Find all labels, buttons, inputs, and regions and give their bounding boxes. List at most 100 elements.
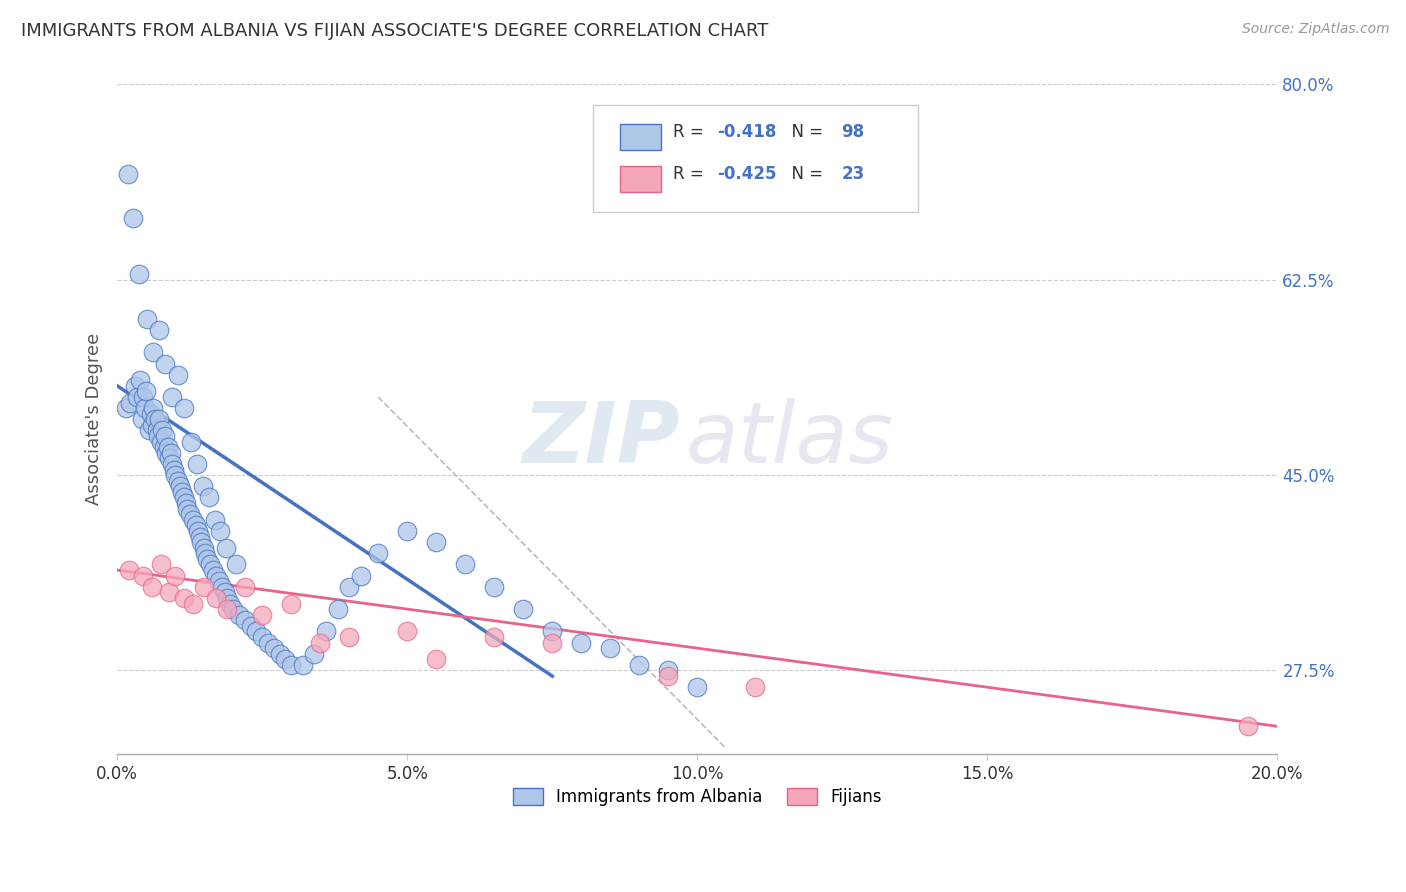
Point: [217, 602, 239, 616]
Point: [163, 462, 186, 476]
Point: [257, 635, 280, 649]
Point: [135, 384, 157, 399]
Point: [396, 624, 419, 639]
Point: [184, 518, 207, 533]
Text: N =: N =: [780, 123, 828, 141]
Point: [152, 440, 174, 454]
Point: [195, 552, 218, 566]
Point: [193, 541, 215, 555]
Point: [744, 680, 766, 694]
Point: [145, 424, 167, 438]
Point: [484, 630, 506, 644]
Text: ZIP: ZIP: [522, 398, 681, 481]
Text: -0.425: -0.425: [717, 165, 776, 183]
Point: [153, 429, 176, 443]
Point: [657, 664, 679, 678]
Point: [209, 524, 232, 538]
Point: [127, 390, 149, 404]
Point: [315, 624, 337, 639]
Point: [657, 669, 679, 683]
Point: [454, 558, 477, 572]
Point: [204, 513, 226, 527]
Point: [484, 580, 506, 594]
Point: [157, 451, 180, 466]
Point: [131, 412, 153, 426]
Point: [204, 568, 226, 582]
Point: [425, 535, 447, 549]
Point: [190, 535, 212, 549]
Point: [193, 580, 215, 594]
Point: [541, 635, 564, 649]
Point: [198, 491, 221, 505]
Point: [165, 568, 187, 582]
Point: [181, 597, 204, 611]
Point: [350, 568, 373, 582]
Point: [186, 457, 208, 471]
Point: [159, 446, 181, 460]
Point: [225, 558, 247, 572]
Point: [191, 479, 214, 493]
Point: [263, 641, 285, 656]
Legend: Immigrants from Albania, Fijians: Immigrants from Albania, Fijians: [506, 781, 889, 813]
Point: [188, 529, 211, 543]
Point: [149, 434, 172, 449]
Point: [337, 580, 360, 594]
Point: [569, 635, 592, 649]
Point: [686, 680, 709, 694]
Point: [143, 412, 166, 426]
Point: [215, 541, 238, 555]
Point: [541, 624, 564, 639]
Point: [141, 417, 163, 432]
Y-axis label: Associate's Degree: Associate's Degree: [86, 334, 103, 506]
Point: [152, 424, 174, 438]
Point: [169, 479, 191, 493]
Point: [142, 345, 165, 359]
Point: [274, 652, 297, 666]
Point: [146, 429, 169, 443]
FancyBboxPatch shape: [593, 104, 918, 211]
Point: [512, 602, 534, 616]
Point: [173, 491, 195, 505]
Point: [138, 424, 160, 438]
Point: [132, 390, 155, 404]
Point: [162, 457, 184, 471]
Point: [162, 390, 184, 404]
Point: [118, 563, 141, 577]
Point: [136, 311, 159, 326]
Point: [304, 647, 326, 661]
Point: [187, 524, 209, 538]
Text: 98: 98: [841, 123, 865, 141]
Text: R =: R =: [673, 123, 709, 141]
Point: [167, 474, 190, 488]
Point: [176, 501, 198, 516]
Point: [211, 580, 233, 594]
Point: [291, 657, 314, 672]
Point: [128, 267, 150, 281]
Point: [245, 624, 267, 639]
Point: [122, 211, 145, 226]
Point: [118, 395, 141, 409]
Point: [174, 496, 197, 510]
Point: [194, 546, 217, 560]
Point: [326, 602, 349, 616]
Point: [180, 434, 202, 449]
Point: [233, 613, 256, 627]
Point: [280, 657, 302, 672]
Point: [208, 574, 231, 589]
Point: [165, 468, 187, 483]
Point: [250, 607, 273, 622]
Text: -0.418: -0.418: [717, 123, 776, 141]
Point: [214, 585, 236, 599]
Point: [367, 546, 389, 560]
Point: [179, 507, 201, 521]
Point: [219, 597, 242, 611]
Point: [141, 580, 163, 594]
Point: [269, 647, 291, 661]
Point: [337, 630, 360, 644]
Text: atlas: atlas: [686, 398, 894, 481]
Point: [309, 635, 332, 649]
Point: [396, 524, 419, 538]
Text: IMMIGRANTS FROM ALBANIA VS FIJIAN ASSOCIATE'S DEGREE CORRELATION CHART: IMMIGRANTS FROM ALBANIA VS FIJIAN ASSOCI…: [21, 22, 769, 40]
Point: [250, 630, 273, 644]
Point: [1237, 719, 1260, 733]
